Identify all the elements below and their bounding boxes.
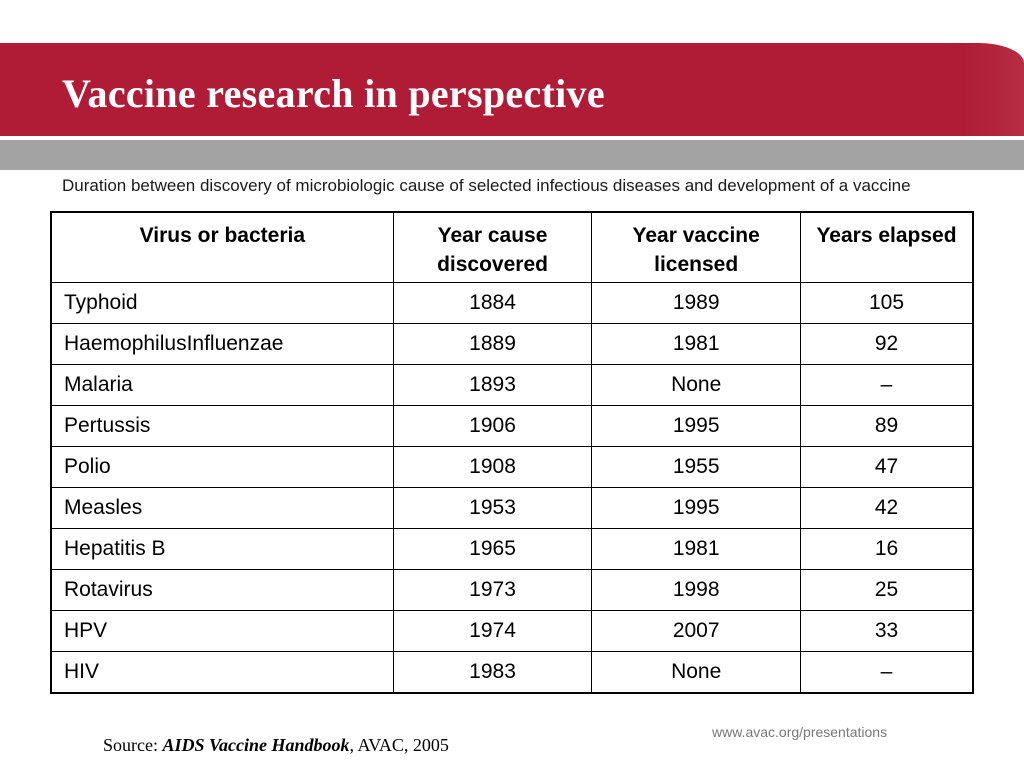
table-row: HPV 1974 2007 33 [50, 609, 974, 652]
header-virus: Virus or bacteria [50, 211, 394, 283]
table-row: Polio 1908 1955 47 [50, 445, 974, 488]
year-discovered-cell: 1974 [392, 609, 593, 652]
divider-stripe [0, 136, 1024, 140]
table-row: Typhoid 1884 1989 105 [50, 281, 974, 324]
title-bar [0, 43, 1024, 136]
virus-name-cell: Measles [50, 486, 394, 529]
year-discovered-cell: 1953 [392, 486, 593, 529]
year-licensed-cell: None [591, 650, 801, 693]
grey-band [0, 140, 1024, 170]
virus-name-cell: HaemophilusInfluenzae [50, 322, 394, 365]
footer-url: www.avac.org/presentations [712, 724, 888, 740]
table-row: Rotavirus 1973 1998 25 [50, 568, 974, 611]
years-elapsed-cell: 47 [800, 445, 974, 488]
virus-name-cell: Typhoid [50, 281, 394, 324]
virus-name-cell: Polio [50, 445, 394, 488]
source-suffix: , AVAC, 2005 [349, 735, 449, 755]
year-licensed-cell: 1995 [591, 404, 801, 447]
years-elapsed-cell: 25 [800, 568, 974, 611]
virus-name-cell: HIV [50, 650, 394, 693]
years-elapsed-cell: 105 [800, 281, 974, 324]
year-discovered-cell: 1908 [392, 445, 593, 488]
source-citation: Source: AIDS Vaccine Handbook, AVAC, 200… [103, 735, 449, 756]
years-elapsed-cell: – [800, 363, 974, 406]
table-header-row: Virus or bacteria Year cause discovered … [50, 211, 974, 283]
year-licensed-cell: 1989 [591, 281, 801, 324]
header-year-licensed: Year vaccine licensed [591, 211, 801, 283]
years-elapsed-cell: – [800, 650, 974, 693]
title-bar-accent [964, 43, 1024, 136]
year-discovered-cell: 1965 [392, 527, 593, 570]
years-elapsed-cell: 92 [800, 322, 974, 365]
table-row: Measles 1953 1995 42 [50, 486, 974, 529]
header-years-elapsed: Years elapsed [800, 211, 974, 283]
table-row: Pertussis 1906 1995 89 [50, 404, 974, 447]
year-discovered-cell: 1906 [392, 404, 593, 447]
table-row: HIV 1983 None – [50, 650, 974, 693]
table-row: Hepatitis B 1965 1981 16 [50, 527, 974, 570]
virus-name-cell: HPV [50, 609, 394, 652]
year-discovered-cell: 1889 [392, 322, 593, 365]
virus-name-cell: Hepatitis B [50, 527, 394, 570]
table-row: HaemophilusInfluenzae 1889 1981 92 [50, 322, 974, 365]
source-title: AIDS Vaccine Handbook [162, 735, 350, 755]
header-year-discovered: Year cause discovered [392, 211, 593, 283]
years-elapsed-cell: 42 [800, 486, 974, 529]
year-licensed-cell: 1955 [591, 445, 801, 488]
year-discovered-cell: 1973 [392, 568, 593, 611]
header-year-licensed-text: Year vaccine licensed [632, 224, 760, 276]
year-licensed-cell: None [591, 363, 801, 406]
slide-title: Vaccine research in perspective [62, 71, 605, 116]
year-licensed-cell: 1981 [591, 322, 801, 365]
table-caption: Duration between discovery of microbiolo… [62, 176, 911, 195]
years-elapsed-cell: 16 [800, 527, 974, 570]
year-discovered-cell: 1983 [392, 650, 593, 693]
source-prefix: Source: [103, 735, 163, 755]
year-licensed-cell: 2007 [591, 609, 801, 652]
table-body: Typhoid 1884 1989 105 HaemophilusInfluenzae 1… [50, 281, 974, 693]
vaccine-table: Virus or bacteria Year cause discovered … [50, 211, 974, 694]
virus-name-cell: Rotavirus [50, 568, 394, 611]
virus-name-cell: Malaria [50, 363, 394, 406]
year-licensed-cell: 1981 [591, 527, 801, 570]
table-row: Malaria 1893 None – [50, 363, 974, 406]
year-discovered-cell: 1884 [392, 281, 593, 324]
year-discovered-cell: 1893 [392, 363, 593, 406]
years-elapsed-cell: 89 [800, 404, 974, 447]
year-licensed-cell: 1998 [591, 568, 801, 611]
header-year-discovered-text: Year cause discovered [437, 224, 548, 276]
virus-name-cell: Pertussis [50, 404, 394, 447]
year-licensed-cell: 1995 [591, 486, 801, 529]
years-elapsed-cell: 33 [800, 609, 974, 652]
